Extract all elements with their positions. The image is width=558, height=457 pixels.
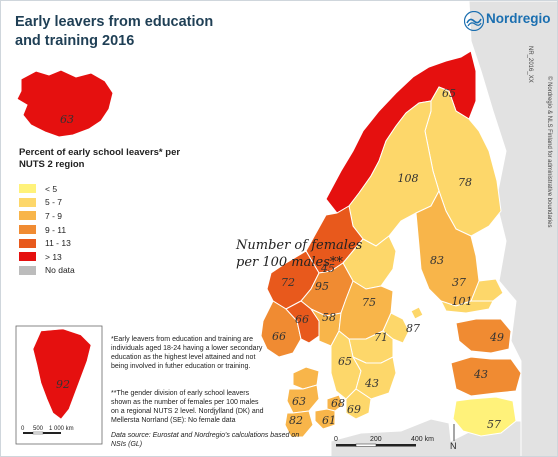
land-russia bbox=[468, 1, 557, 456]
north-arrow-icon: N bbox=[450, 424, 457, 451]
legend-swatch bbox=[19, 265, 36, 275]
legend-label: 7 - 9 bbox=[45, 210, 63, 221]
value-label-smaland: 43 bbox=[364, 377, 379, 390]
data-source: Data source: Eurostat and Nordregio's ca… bbox=[111, 432, 300, 448]
map-code: NR_2016_XX bbox=[527, 46, 533, 83]
region-value-labels: 63 92 65 78 108 45 72 95 66 66 58 75 71 … bbox=[56, 87, 504, 431]
legend-title: Percent of early school leavers* per NUT… bbox=[19, 147, 181, 170]
legend-swatch bbox=[19, 211, 36, 221]
region-estonia bbox=[455, 318, 512, 354]
legend-item: > 13 bbox=[19, 250, 194, 264]
region-sjaelland bbox=[314, 408, 336, 430]
footnote-definition: *Early leavers from education and traini… bbox=[111, 336, 263, 370]
legend-item: < 5 bbox=[19, 182, 194, 196]
value-label-norra-mellansverige: 75 bbox=[362, 296, 376, 309]
region-iceland bbox=[16, 69, 114, 138]
map-title: Early leavers from education and trainin… bbox=[15, 14, 214, 49]
legend-swatch bbox=[19, 238, 36, 248]
scale-bar: 0 200 400 km bbox=[334, 436, 434, 447]
nordregio-wave-icon bbox=[464, 11, 484, 31]
region-aland bbox=[410, 306, 424, 320]
legend-item: No data bbox=[19, 264, 194, 278]
value-label-stockholm: 87 bbox=[406, 322, 420, 335]
region-smaland bbox=[351, 355, 397, 400]
legend-label: < 5 bbox=[45, 183, 58, 194]
value-label-north-finland: 78 bbox=[458, 176, 472, 189]
value-label-agder-rogaland: 66 bbox=[272, 330, 286, 343]
legend-item: 7 - 9 bbox=[19, 209, 194, 223]
value-label-west-finland: 83 bbox=[430, 254, 444, 267]
value-label-hedmark-oppland: 95 bbox=[315, 280, 329, 293]
legend-label: 11 - 13 bbox=[45, 238, 71, 249]
legend-swatch bbox=[19, 184, 36, 194]
brand-name: Nordregio bbox=[486, 11, 551, 26]
region-greenland bbox=[32, 328, 92, 420]
region-latvia bbox=[450, 356, 522, 397]
legend-swatch bbox=[19, 197, 36, 207]
inset-scale-label: 0 bbox=[21, 426, 25, 432]
inset-scale-bar: 0 500 1 000 km bbox=[21, 426, 74, 435]
value-label-sjaelland: 61 bbox=[322, 414, 336, 427]
inset-scale-label: 1 000 km bbox=[49, 426, 74, 432]
value-label-aland: 101 bbox=[452, 295, 473, 308]
legend-item: 5 - 7 bbox=[19, 196, 194, 210]
legend-label: No data bbox=[45, 265, 75, 276]
scale-label: 0 bbox=[334, 436, 338, 443]
gender-annotation: Number of females per 100 males** bbox=[236, 238, 363, 270]
inset-scale-label: 500 bbox=[33, 426, 44, 432]
map-credit: © Nordregio & NLS Finland for administra… bbox=[546, 76, 552, 228]
north-label: N bbox=[450, 441, 457, 451]
value-label-hovedstaden: 68 bbox=[331, 397, 345, 410]
region-lithuania bbox=[452, 396, 517, 437]
value-label-trondelag: 45 bbox=[320, 262, 335, 275]
value-label-south-east-norway: 66 bbox=[295, 313, 309, 326]
value-label-latvia: 43 bbox=[473, 368, 488, 381]
scale-label: 400 km bbox=[411, 436, 434, 443]
legend-swatch bbox=[19, 225, 36, 235]
region-midtjylland bbox=[286, 384, 320, 414]
value-label-vestlandet: 72 bbox=[281, 276, 295, 289]
value-label-iceland: 63 bbox=[60, 113, 74, 126]
value-label-helsinki: 37 bbox=[452, 276, 466, 289]
legend-label: 9 - 11 bbox=[45, 224, 67, 235]
legend: Percent of early school leavers* per NUT… bbox=[19, 147, 194, 277]
value-label-syddanmark: 63 bbox=[292, 395, 306, 408]
value-label-greenland: 92 bbox=[56, 378, 70, 391]
region-sydsverige bbox=[345, 388, 372, 420]
scale-label: 200 bbox=[370, 436, 382, 443]
land-south bbox=[330, 418, 522, 456]
region-south-finland bbox=[440, 300, 494, 314]
region-syddanmark bbox=[284, 410, 314, 438]
legend-swatch bbox=[19, 252, 36, 262]
value-label-midtjylland: 82 bbox=[289, 414, 303, 427]
value-label-north-norway: 65 bbox=[442, 87, 456, 100]
legend-item: 9 - 11 bbox=[19, 223, 194, 237]
legend-label: > 13 bbox=[45, 251, 62, 262]
region-hovedstaden bbox=[326, 394, 344, 412]
value-label-oslo-akershus: 58 bbox=[322, 311, 336, 324]
legend-item: 11 - 13 bbox=[19, 236, 194, 250]
value-label-sydsverige: 69 bbox=[347, 403, 361, 416]
region-stockholm bbox=[382, 312, 410, 344]
nordregio-logo: Nordregio bbox=[464, 9, 554, 33]
value-label-ostra-mellansverige: 71 bbox=[374, 331, 388, 344]
value-label-estonia: 49 bbox=[489, 331, 504, 344]
value-label-ovre-norrland: 108 bbox=[398, 172, 419, 185]
footnote-gender: **The gender division of early school le… bbox=[111, 390, 264, 424]
legend-label: 5 - 7 bbox=[45, 197, 63, 208]
value-label-vastsverige: 65 bbox=[338, 355, 352, 368]
value-label-lithuania: 57 bbox=[487, 418, 501, 431]
